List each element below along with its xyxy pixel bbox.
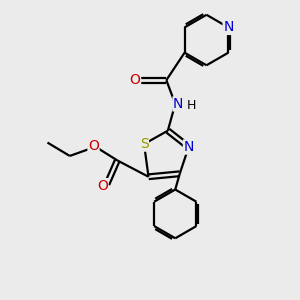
Text: O: O [130,73,141,87]
Text: O: O [97,179,108,193]
Text: N: N [173,97,183,111]
Text: H: H [187,99,196,112]
Text: N: N [184,140,194,154]
Text: S: S [140,137,148,151]
Text: N: N [223,20,233,34]
Text: O: O [88,139,99,152]
